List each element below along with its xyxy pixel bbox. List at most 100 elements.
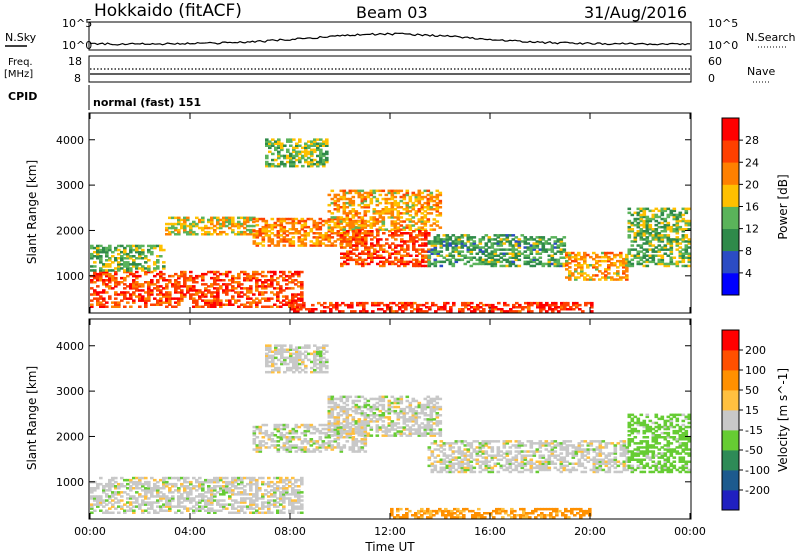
heatmap-cell	[394, 234, 398, 237]
heatmap-cell	[177, 509, 181, 512]
heatmap-cell	[303, 232, 308, 235]
heatmap-cell	[408, 416, 413, 419]
heatmap-cell	[252, 482, 256, 486]
heatmap-cell	[458, 310, 462, 313]
heatmap-cell	[410, 306, 414, 309]
heatmap-cell	[354, 442, 359, 445]
heatmap-cell	[545, 310, 549, 313]
heatmap-cell	[330, 444, 335, 447]
heatmap-cell	[354, 395, 359, 399]
heatmap-cell	[539, 303, 543, 307]
heatmap-cell	[177, 291, 181, 294]
heatmap-cell	[319, 142, 323, 145]
heatmap-cell	[660, 230, 665, 233]
heatmap-cell	[240, 476, 244, 480]
heatmap-cell	[255, 480, 259, 484]
heatmap-cell	[660, 240, 665, 243]
heatmap-cell	[114, 476, 118, 480]
heatmap-cell	[144, 482, 148, 486]
heatmap-cell	[463, 468, 468, 472]
heatmap-cell	[318, 444, 323, 447]
heatmap-cell	[548, 303, 552, 307]
heatmap-cell	[267, 285, 271, 288]
heatmap-cell	[354, 226, 359, 229]
heatmap-cell	[672, 228, 677, 231]
heatmap-cell	[475, 244, 480, 247]
heatmap-cell	[135, 283, 139, 286]
heatmap-cell	[389, 301, 393, 305]
heatmap-cell	[388, 230, 392, 233]
heatmap-cell	[427, 242, 432, 245]
heatmap-cell	[210, 218, 214, 222]
heatmap-cell	[265, 144, 269, 147]
heatmap-cell	[554, 303, 558, 307]
heatmap-cell	[559, 250, 564, 253]
heatmap-cell	[274, 158, 278, 162]
heatmap-cell	[333, 397, 338, 401]
heatmap-cell	[327, 193, 332, 197]
heatmap-cell	[451, 248, 456, 251]
heatmap-cell	[252, 438, 257, 441]
heatmap-cell	[469, 460, 474, 463]
heatmap-cell	[207, 230, 211, 234]
heatmap-cell	[180, 299, 184, 302]
heatmap-cell	[276, 283, 280, 286]
heatmap-cell	[604, 276, 608, 279]
heatmap-cell	[285, 303, 289, 306]
heatmap-cell	[177, 285, 181, 288]
heatmap-cell	[418, 234, 422, 237]
heatmap-cell	[249, 497, 253, 500]
heatmap-cell	[541, 264, 546, 268]
heatmap-cell	[246, 218, 250, 222]
heatmap-cell	[189, 497, 193, 500]
heatmap-cell	[255, 427, 260, 431]
heatmap-cell	[138, 478, 142, 482]
heatmap-cell	[636, 260, 641, 264]
heatmap-cell	[273, 270, 277, 274]
heatmap-cell	[439, 246, 444, 249]
heatmap-cell	[279, 285, 283, 288]
heatmap-cell	[357, 228, 362, 231]
heatmap-cell	[321, 446, 326, 449]
heatmap-cell	[156, 491, 160, 494]
heatmap-cell	[300, 499, 304, 502]
heatmap-cell	[443, 301, 447, 305]
heatmap-cell	[429, 409, 434, 413]
heatmap-cell	[648, 244, 653, 247]
heatmap-cell	[201, 233, 205, 236]
heatmap-cell	[417, 220, 422, 223]
heatmap-cell	[286, 150, 290, 154]
heatmap-cell	[607, 266, 611, 269]
heatmap-cell	[192, 497, 196, 500]
heatmap-cell	[201, 226, 205, 230]
heatmap-cell	[565, 264, 569, 267]
heatmap-cell	[252, 242, 257, 245]
heatmap-cell	[536, 301, 540, 305]
heatmap-cell	[285, 478, 289, 482]
heatmap-cell	[590, 306, 594, 309]
heatmap-cell	[267, 240, 272, 243]
heatmap-cell	[186, 276, 190, 280]
heatmap-cell	[556, 240, 561, 243]
heatmap-cell	[598, 259, 602, 263]
freq-tick-bottom: 8	[74, 72, 81, 85]
heatmap-cell	[147, 489, 151, 492]
heatmap-cell	[439, 260, 444, 264]
heatmap-cell	[370, 246, 374, 249]
heatmap-cell	[416, 308, 420, 311]
heatmap-cell	[423, 195, 428, 199]
heatmap-cell	[186, 493, 190, 496]
heatmap-cell	[120, 299, 124, 302]
heatmap-cell	[186, 279, 190, 282]
heatmap-cell	[298, 156, 302, 160]
heatmap-cell	[252, 448, 257, 451]
heatmap-cell	[402, 412, 407, 415]
heatmap-cell	[363, 206, 368, 209]
heatmap-cell	[369, 405, 374, 409]
heatmap-cell	[375, 405, 380, 409]
heatmap-cell	[279, 287, 283, 290]
heatmap-cell	[439, 240, 444, 243]
heatmap-cell	[568, 251, 572, 255]
heatmap-cell	[451, 456, 456, 459]
